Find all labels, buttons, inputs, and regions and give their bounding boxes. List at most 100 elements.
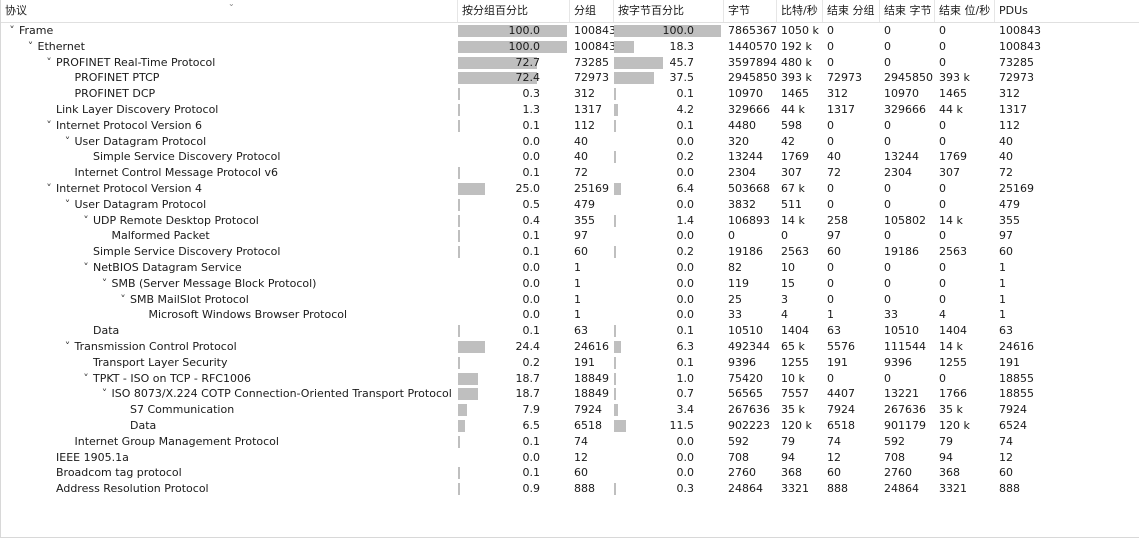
end-bits-per-second-cell: 0 xyxy=(939,260,946,274)
pdus-cell: 63 xyxy=(999,324,1013,338)
pct-packets-cell: 25.0 xyxy=(458,181,570,197)
chevron-down-icon[interactable]: ˅ xyxy=(83,213,89,227)
bytes-cell: 2760 xyxy=(728,466,756,480)
protocol-name: IEEE 1905.1a xyxy=(56,450,129,464)
column-header-bytes[interactable]: 字节 xyxy=(724,0,777,22)
chevron-down-icon[interactable]: ˅ xyxy=(46,118,52,132)
table-row[interactable]: ˅ TPKT - ISO on TCP - RFC1006 18.7 1.0 18849… xyxy=(1,371,1139,387)
end-bytes-cell: 0 xyxy=(884,134,891,148)
column-header-end-bytes[interactable]: 结束 字节 xyxy=(880,0,935,22)
pct-packets-cell-bar xyxy=(458,25,567,37)
end-packets-cell: 63 xyxy=(827,324,841,338)
pct-packets-cell-value: 0.0 xyxy=(522,276,541,290)
table-row[interactable]: ˅ User Datagram Protocol 0.5 0.0 479 3832 511 0… xyxy=(1,197,1139,213)
chevron-down-icon[interactable]: ˅ xyxy=(64,339,71,353)
table-row[interactable]: IEEE 1905.1a 0.0 0.0 12 708 94 12 708 94 12 xyxy=(1,450,1139,466)
column-header-pdus[interactable]: PDUs xyxy=(999,4,1028,17)
protocol-name: Internet Protocol Version 4 xyxy=(56,181,202,195)
end-packets-cell: 60 xyxy=(827,245,841,259)
end-packets-cell: 7924 xyxy=(827,403,855,417)
pct-packets-cell: 18.7 xyxy=(458,386,570,402)
chevron-down-icon[interactable]: ˅ xyxy=(120,292,126,306)
end-bits-per-second-cell: 1255 xyxy=(939,355,967,369)
pct-packets-cell-value: 0.1 xyxy=(522,229,541,243)
pdus-cell: 74 xyxy=(999,434,1013,448)
column-header-end-packets[interactable]: 结束 分组 xyxy=(823,0,880,22)
chevron-down-icon[interactable]: ˅ xyxy=(46,181,52,195)
table-row[interactable]: Broadcom tag protocol 0.1 0.0 60 2760 368 60 27… xyxy=(1,465,1139,481)
protocol-cell: IEEE 1905.1a xyxy=(1,450,458,466)
table-row[interactable]: ˅ PROFINET Real-Time Protocol 72.7 45.7 7328… xyxy=(1,55,1139,71)
pct-bytes-cell-value: 0.0 xyxy=(676,197,695,211)
protocol-cell: ˅ ISO 8073/X.224 COTP Connection-Oriented… xyxy=(1,386,458,402)
pct-bytes-cell-value: 0.1 xyxy=(676,87,695,101)
table-row[interactable]: Simple Service Discovery Protocol 0.0 0.2 4… xyxy=(1,149,1139,165)
bytes-cell: 3597894 xyxy=(728,55,777,69)
packets-cell: 40 xyxy=(574,134,588,148)
table-row[interactable]: ˅ ISO 8073/X.224 COTP Connection-Oriented… xyxy=(1,386,1139,402)
table-row[interactable]: ˅ User Datagram Protocol 0.0 0.0 40 320 42 0 0 0 4… xyxy=(1,134,1139,150)
table-row[interactable]: Data 6.5 11.5 6518 902223 120 k 6518 901179 120 … xyxy=(1,418,1139,434)
chevron-down-icon[interactable]: ˅ xyxy=(83,260,89,274)
pct-bytes-cell-value: 0.3 xyxy=(676,482,695,496)
table-row[interactable]: Link Layer Discovery Protocol 1.3 4.2 1317 3… xyxy=(1,102,1139,118)
column-header-bits-per-second[interactable]: 比特/秒 xyxy=(777,0,823,22)
table-row[interactable]: PROFINET DCP 0.3 0.1 312 10970 1465 312 10970 14… xyxy=(1,86,1139,102)
pct-packets-cell: 1.3 xyxy=(458,102,570,118)
chevron-down-icon[interactable]: ˅ xyxy=(27,39,34,53)
table-row[interactable]: ˅ UDP Remote Desktop Protocol 0.4 1.4 355 106… xyxy=(1,213,1139,229)
protocol-cell: Malformed Packet xyxy=(1,228,458,244)
table-row[interactable]: Internet Control Message Protocol v6 0.1 0… xyxy=(1,165,1139,181)
pct-bytes-cell: 0.1 xyxy=(614,355,724,371)
table-row[interactable]: Data 0.1 0.1 63 10510 1404 63 10510 1404 63 xyxy=(1,323,1139,339)
chevron-down-icon[interactable]: ˅ xyxy=(64,134,71,148)
chevron-down-icon[interactable]: ˅ xyxy=(101,387,108,401)
bits-per-second-cell: 1769 xyxy=(781,150,809,164)
chevron-down-icon[interactable]: ˅ xyxy=(83,371,89,385)
table-row[interactable]: ˅ Internet Protocol Version 6 0.1 0.1 112 448… xyxy=(1,118,1139,134)
column-header-pct-bytes[interactable]: 按字节百分比 xyxy=(614,0,724,22)
table-row[interactable]: Internet Group Management Protocol 0.1 0.0… xyxy=(1,434,1139,450)
pct-packets-cell-value: 25.0 xyxy=(515,181,541,195)
chevron-down-icon[interactable]: ˅ xyxy=(64,197,71,211)
table-row[interactable]: ˅ NetBIOS Datagram Service 0.0 0.0 1 82 10 0 0 0 1 xyxy=(1,260,1139,276)
end-bytes-cell: 2304 xyxy=(884,166,912,180)
table-row[interactable]: ˅ SMB (Server Message Block Protocol) 0.0 0… xyxy=(1,276,1139,292)
table-row[interactable]: PROFINET PTCP 72.4 37.5 72973 2945850 393 k 72… xyxy=(1,70,1139,86)
column-header-packets[interactable]: 分组 xyxy=(570,0,614,22)
table-row[interactable]: Simple Service Discovery Protocol 0.1 0.2 6… xyxy=(1,244,1139,260)
pct-bytes-cell-value: 18.3 xyxy=(669,39,695,53)
table-row[interactable]: ˅ Frame 100.0 100.0 100843 7865367 1050 k 0 0 0 10… xyxy=(1,23,1139,39)
table-row[interactable]: Malformed Packet 0.1 0.0 97 0 0 97 0 0 97 xyxy=(1,228,1139,244)
pdus-cell: 18855 xyxy=(999,387,1034,401)
chevron-down-icon[interactable]: ˅ xyxy=(9,24,15,37)
pct-packets-cell-bar xyxy=(458,246,460,259)
pct-packets-cell-value: 0.1 xyxy=(522,466,541,480)
pct-packets-cell: 0.5 xyxy=(458,197,570,213)
column-header-pct-packets[interactable]: 按分组百分比 xyxy=(458,0,570,22)
table-row[interactable]: Microsoft Windows Browser Protocol 0.0 0.0… xyxy=(1,307,1139,323)
table-row[interactable]: Address Resolution Protocol 0.9 0.3 888 2486… xyxy=(1,481,1139,497)
chevron-down-icon[interactable]: ˅ xyxy=(101,276,108,290)
protocol-name: Address Resolution Protocol xyxy=(56,482,209,496)
end-packets-cell: 40 xyxy=(827,150,841,164)
table-row[interactable]: ˅ SMB MailSlot Protocol 0.0 0.0 1 25 3 0 0 0 1 xyxy=(1,292,1139,308)
chevron-down-icon[interactable]: ˅ xyxy=(46,55,52,69)
pct-bytes-cell: 0.0 xyxy=(614,134,724,150)
column-header-protocol[interactable]: 协议 xyxy=(1,0,458,22)
protocol-name: Simple Service Discovery Protocol xyxy=(93,245,281,259)
table-row[interactable]: ˅ Ethernet 100.0 18.3 100843 1440570 192 k 0 0 0 1… xyxy=(1,39,1139,55)
protocol-name: SMB (Server Message Block Protocol) xyxy=(111,276,317,290)
column-header-end-bits-per-second[interactable]: 结束 位/秒 xyxy=(935,0,995,22)
table-row[interactable]: ˅ Transmission Control Protocol 24.4 6.3 246… xyxy=(1,339,1139,355)
packets-cell: 40 xyxy=(574,150,588,164)
pct-bytes-cell-value: 0.0 xyxy=(676,308,695,322)
pct-bytes-cell-value: 6.3 xyxy=(676,339,695,353)
end-bytes-cell: 0 xyxy=(884,371,891,385)
table-row[interactable]: S7 Communication 7.9 3.4 7924 267636 35 k 7924… xyxy=(1,402,1139,418)
pct-bytes-cell: 0.1 xyxy=(614,86,724,102)
table-row[interactable]: Transport Layer Security 0.2 0.1 191 9396 125… xyxy=(1,355,1139,371)
bits-per-second-cell: 65 k xyxy=(781,339,805,353)
table-row[interactable]: ˅ Internet Protocol Version 4 25.0 6.4 25169… xyxy=(1,181,1139,197)
